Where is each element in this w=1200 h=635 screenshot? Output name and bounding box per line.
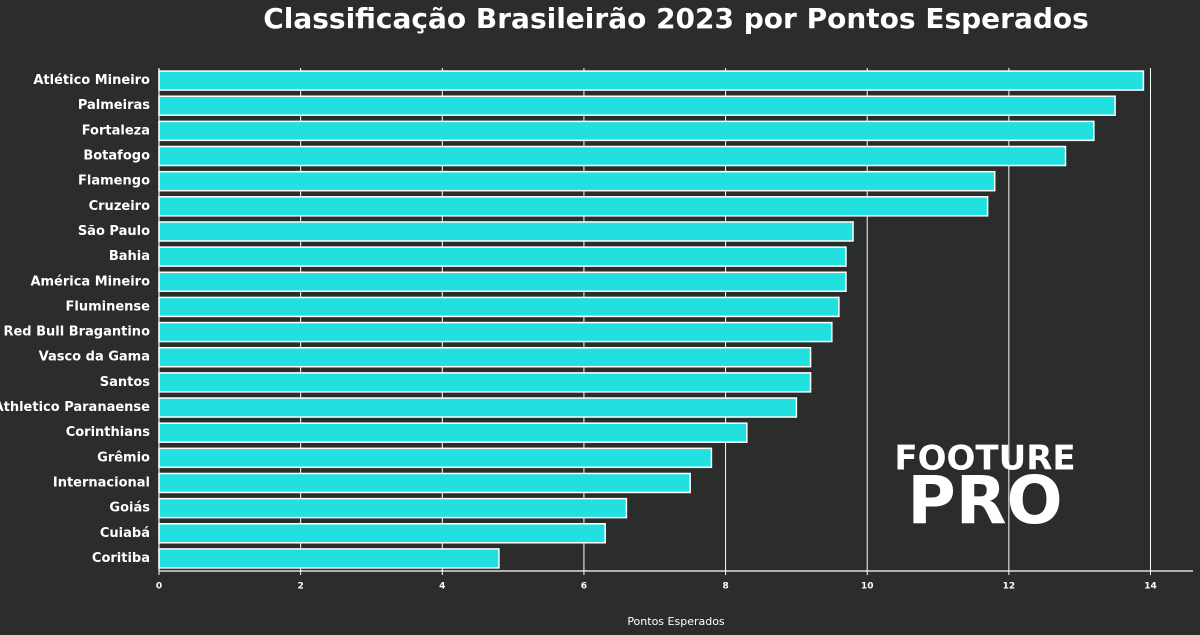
x-tick-label: 4 <box>439 582 445 592</box>
bar <box>158 296 840 318</box>
y-tick-label: Santos <box>100 375 151 390</box>
bar <box>158 422 748 443</box>
bar <box>158 271 847 293</box>
y-tick-label: Coritiba <box>92 551 150 566</box>
y-tick-label: Internacional <box>53 475 150 490</box>
bar <box>158 523 606 544</box>
y-tick-label: Red Bull Bragantino <box>3 325 150 340</box>
y-tick-label: Athletico Paranaense <box>0 400 150 415</box>
y-tick-label: Vasco da Gama <box>39 350 150 365</box>
y-tick-label: Fluminense <box>66 299 151 314</box>
watermark: PRO <box>907 462 1062 539</box>
x-axis-label: Pontos Esperados <box>627 615 725 628</box>
y-tick-label: São Paulo <box>78 224 150 239</box>
bar <box>158 447 713 469</box>
y-tick-label: Goiás <box>109 501 150 516</box>
bar <box>158 321 833 343</box>
y-tick-label: Flamengo <box>78 174 150 189</box>
bar <box>158 246 847 267</box>
bar <box>158 472 691 494</box>
y-tick-label: Cruzeiro <box>89 199 150 214</box>
bar <box>158 397 798 418</box>
x-tick-label: 12 <box>1003 582 1016 592</box>
bar <box>158 145 1067 167</box>
y-tick-label: Corinthians <box>66 425 151 440</box>
x-tick-label: 2 <box>298 582 304 592</box>
chart-title: Classificação Brasileirão 2023 por Ponto… <box>263 2 1089 35</box>
bar <box>158 70 1145 91</box>
bar <box>158 170 996 192</box>
bar <box>158 221 854 242</box>
bar <box>158 497 628 519</box>
x-tick-label: 8 <box>722 582 728 592</box>
bar <box>158 120 1095 142</box>
watermark: FOOTURE <box>894 439 1075 479</box>
y-tick-label: Cuiabá <box>100 526 150 541</box>
x-tick-label: 14 <box>1144 582 1157 592</box>
y-tick-label: Bahia <box>109 249 150 264</box>
bar <box>158 196 989 217</box>
bar <box>158 346 812 368</box>
y-tick-label: Fortaleza <box>82 123 150 138</box>
x-tick-label: 0 <box>156 582 162 592</box>
y-tick-label: Grêmio <box>97 450 150 465</box>
y-tick-label: Atlético Mineiro <box>33 73 150 88</box>
bar <box>158 95 1116 116</box>
bar <box>158 372 812 393</box>
bar <box>158 548 500 569</box>
y-tick-label: Palmeiras <box>78 98 150 113</box>
y-tick-label: América Mineiro <box>30 274 150 289</box>
y-tick-label: Botafogo <box>83 149 150 164</box>
x-tick-label: 6 <box>581 582 587 592</box>
x-tick-label: 10 <box>861 582 874 592</box>
